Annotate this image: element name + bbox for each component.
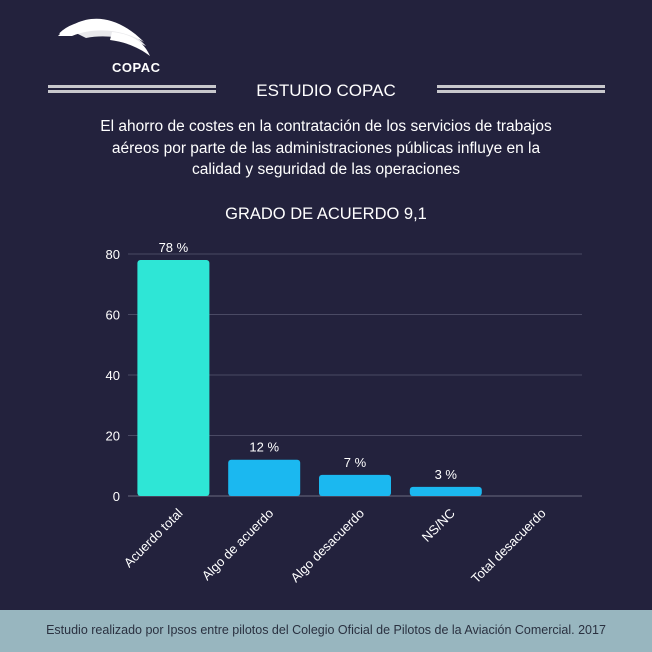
y-tick-label: 60 bbox=[106, 308, 120, 323]
data-label: 12 % bbox=[249, 440, 279, 455]
bar bbox=[319, 474, 391, 496]
bar bbox=[409, 486, 482, 496]
x-category-label: Algo de acuerdo bbox=[199, 506, 277, 584]
copac-logo bbox=[52, 12, 202, 78]
y-tick-label: 0 bbox=[113, 489, 120, 504]
chart-title: GRADO DE ACUERDO 9,1 bbox=[225, 205, 427, 223]
footer-text: Estudio realizado por Ipsos entre piloto… bbox=[46, 623, 606, 637]
study-subtitle: El ahorro de costes en la contratación d… bbox=[100, 118, 552, 178]
bar bbox=[228, 459, 301, 496]
wing-icon bbox=[58, 18, 150, 56]
x-category-label: Acuerdo total bbox=[121, 505, 186, 570]
y-tick-label: 80 bbox=[106, 247, 120, 262]
data-label: 3 % bbox=[435, 467, 458, 482]
y-tick-label: 40 bbox=[106, 368, 120, 383]
decorative-rule-right bbox=[437, 85, 605, 99]
data-label: 7 % bbox=[344, 455, 367, 470]
bar-chart: 0 20 40 60 80 78 % Acuerdo total 12 % Algo de ac… bbox=[106, 240, 582, 587]
bar bbox=[137, 260, 210, 496]
data-label: 78 % bbox=[159, 240, 189, 255]
study-title: ESTUDIO COPAC bbox=[256, 81, 396, 100]
decorative-rule-left bbox=[48, 85, 216, 99]
logo-text: COPAC bbox=[112, 60, 161, 75]
x-category-label: Algo desacuerdo bbox=[288, 506, 368, 586]
footer: Estudio realizado por Ipsos entre piloto… bbox=[0, 610, 652, 652]
y-tick-label: 20 bbox=[106, 429, 120, 444]
x-category-label: NS/NC bbox=[419, 506, 458, 545]
x-category-label: Total desacuerdo bbox=[468, 506, 549, 587]
